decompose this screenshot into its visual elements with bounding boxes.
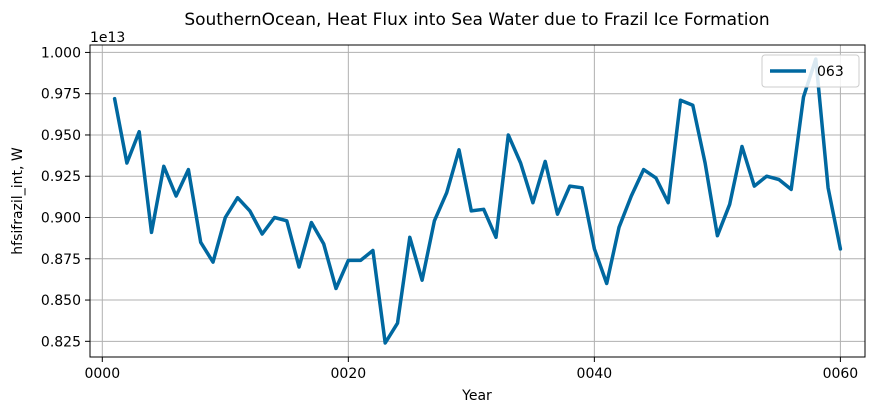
y-tick-label: 1.000 — [41, 45, 81, 61]
y-tick-label: 0.850 — [41, 293, 81, 309]
x-tick-label: 0000 — [84, 366, 120, 382]
x-axis-label: Year — [461, 388, 492, 404]
x-tick-label: 0040 — [577, 366, 613, 382]
series-line-063 — [112, 57, 843, 345]
y-tick-label: 0.825 — [41, 334, 81, 350]
series-layer — [112, 57, 843, 345]
plot-frame — [89, 44, 866, 358]
y-tick-label: 0.925 — [41, 169, 81, 185]
legend-box — [761, 54, 860, 88]
legend: 063 — [761, 54, 860, 88]
y-offset-label: 1e13 — [90, 30, 125, 46]
y-axis-label: hfsifrazil_int, W — [10, 147, 26, 255]
y-tick-label: 0.975 — [41, 87, 81, 103]
x-tick-label: 0020 — [331, 366, 367, 382]
y-tick-label: 0.875 — [41, 252, 81, 268]
chart-title: SouthernOcean, Heat Flux into Sea Water … — [184, 10, 769, 30]
legend-label-063: 063 — [817, 64, 844, 80]
y-tick-label: 0.950 — [41, 128, 81, 144]
x-tick-label: 0060 — [823, 366, 859, 382]
x-axis: 0000 0020 0040 0060 — [84, 357, 858, 382]
y-axis: 0.825 0.850 0.875 0.900 0.925 0.950 0.975 1.000 — [41, 45, 90, 350]
grid — [90, 45, 865, 357]
y-tick-label: 0.900 — [41, 211, 81, 227]
